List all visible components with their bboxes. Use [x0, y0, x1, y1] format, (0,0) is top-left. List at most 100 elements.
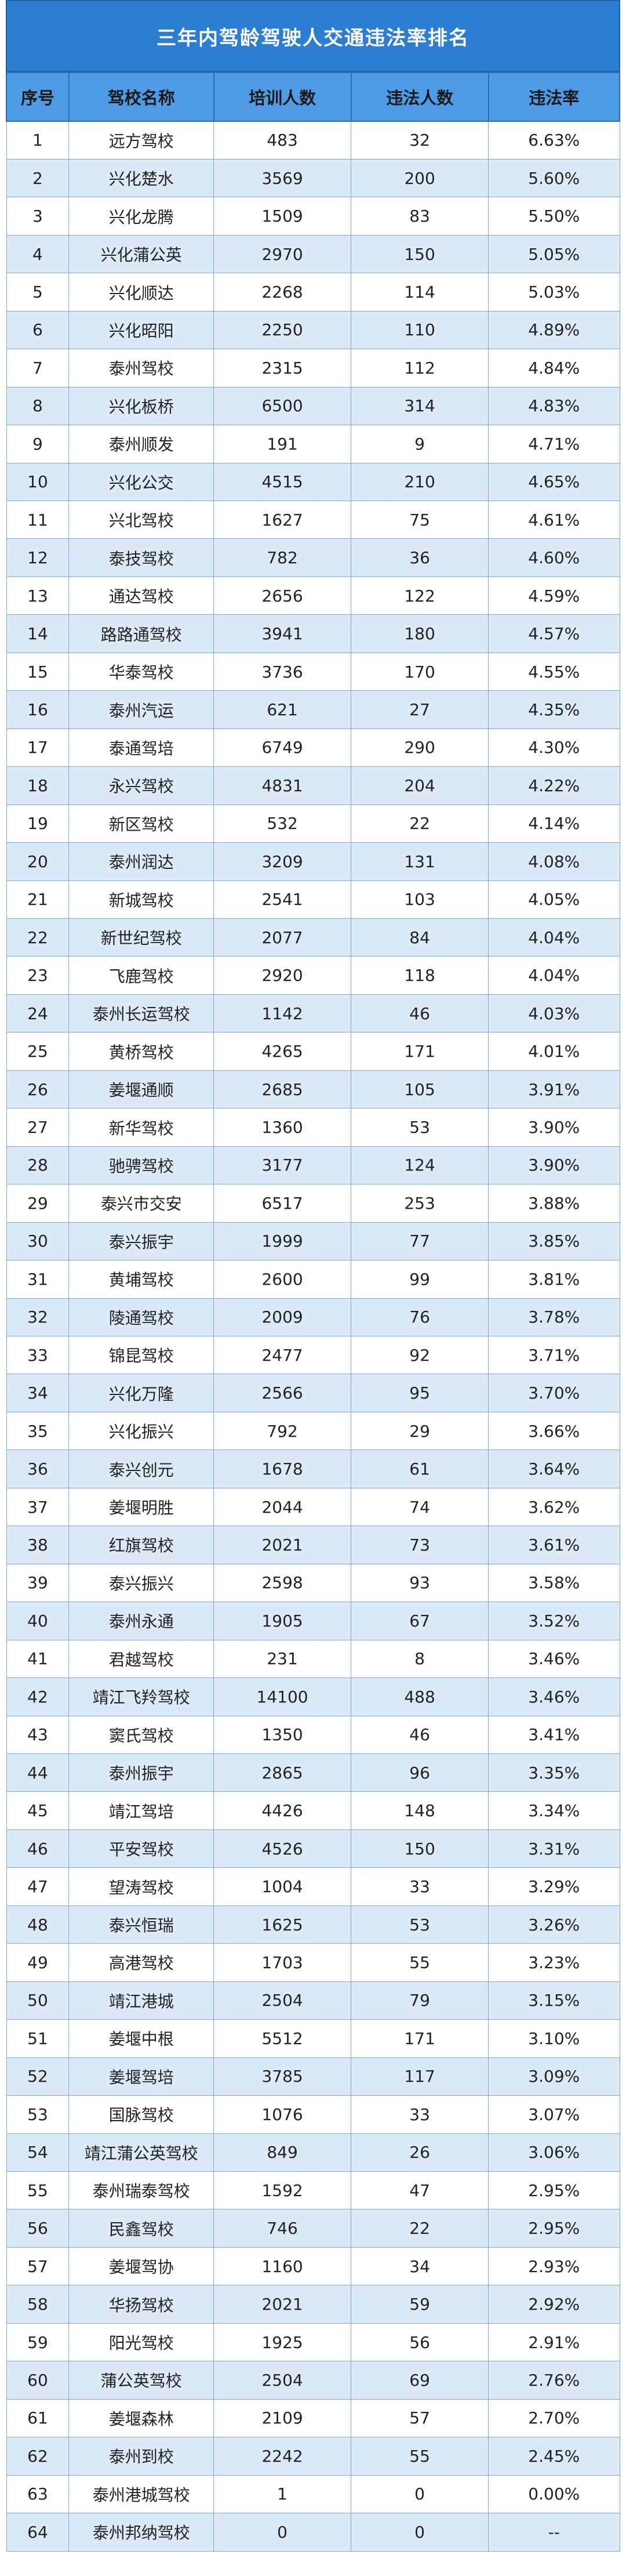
cell-violation-rate: 5.05%: [488, 234, 620, 274]
cell-rank: 61: [6, 2399, 70, 2438]
cell-violators: 53: [351, 1108, 489, 1147]
cell-rank: 21: [6, 880, 70, 919]
cell-violation-rate: 3.35%: [488, 1753, 620, 1792]
table-row: 48 泰兴恒瑞 1625 53 3.26%: [6, 1905, 620, 1944]
cell-violation-rate: 3.34%: [488, 1791, 620, 1830]
cell-rank: 29: [6, 1184, 70, 1223]
cell-violation-rate: 4.55%: [488, 652, 620, 691]
cell-violators: 32: [351, 121, 489, 160]
cell-school-name: 靖江蒲公英驾校: [68, 2133, 214, 2172]
cell-school-name: 民鑫驾校: [68, 2209, 214, 2248]
table-row: 64 泰州邦纳驾校 0 0 --: [6, 2513, 620, 2552]
cell-school-name: 泰州永通: [68, 1602, 214, 1640]
header-rank: 序号: [6, 72, 70, 122]
table-row: 46 平安驾校 4526 150 3.31%: [6, 1829, 620, 1868]
cell-trainees: 1160: [213, 2247, 352, 2286]
cell-violators: 34: [351, 2247, 489, 2286]
cell-school-name: 锦昆驾校: [68, 1335, 214, 1375]
cell-trainees: 2021: [213, 2285, 352, 2324]
table-row: 56 民鑫驾校 746 22 2.95%: [6, 2209, 620, 2248]
cell-violators: 171: [351, 1032, 489, 1071]
cell-rank: 30: [6, 1222, 70, 1261]
cell-trainees: 4526: [213, 1829, 352, 1868]
table-row: 1 远方驾校 483 32 6.63%: [6, 121, 620, 160]
cell-school-name: 阳光驾校: [68, 2323, 214, 2362]
cell-rank: 51: [6, 2019, 70, 2058]
cell-violation-rate: 3.52%: [488, 1602, 620, 1640]
cell-school-name: 泰州长运驾校: [68, 994, 214, 1033]
cell-trainees: 3941: [213, 614, 352, 653]
cell-trainees: 6749: [213, 728, 352, 767]
cell-rank: 3: [6, 197, 70, 236]
cell-rank: 35: [6, 1411, 70, 1451]
cell-violators: 74: [351, 1487, 489, 1527]
table-row: 25 黄桥驾校 4265 171 4.01%: [6, 1032, 620, 1071]
cell-violation-rate: 3.41%: [488, 1715, 620, 1754]
cell-violators: 9: [351, 425, 489, 463]
cell-violation-rate: 2.76%: [488, 2361, 620, 2400]
cell-rank: 52: [6, 2057, 70, 2096]
cell-school-name: 泰兴市交安: [68, 1184, 214, 1223]
cell-violators: 84: [351, 918, 489, 957]
cell-trainees: 1703: [213, 1943, 352, 1982]
table-row: 24 泰州长运驾校 1142 46 4.03%: [6, 994, 620, 1033]
cell-rank: 16: [6, 690, 70, 729]
table-row: 39 泰兴振兴 2598 93 3.58%: [6, 1563, 620, 1603]
cell-rank: 27: [6, 1108, 70, 1147]
table-row: 12 泰技驾校 782 36 4.60%: [6, 538, 620, 577]
cell-violators: 93: [351, 1563, 489, 1603]
cell-violators: 55: [351, 2437, 489, 2476]
cell-violators: 150: [351, 1829, 489, 1868]
table-row: 10 兴化公交 4515 210 4.65%: [6, 462, 620, 502]
cell-rank: 25: [6, 1032, 70, 1071]
cell-violation-rate: 2.92%: [488, 2285, 620, 2324]
table-row: 20 泰州润达 3209 131 4.08%: [6, 842, 620, 881]
cell-violation-rate: 4.59%: [488, 576, 620, 615]
cell-trainees: 746: [213, 2209, 352, 2248]
cell-violation-rate: 4.01%: [488, 1032, 620, 1071]
cell-trainees: 3177: [213, 1146, 352, 1185]
cell-school-name: 兴化公交: [68, 462, 214, 502]
cell-violation-rate: 2.45%: [488, 2437, 620, 2476]
cell-rank: 43: [6, 1715, 70, 1754]
cell-school-name: 靖江飞羚驾校: [68, 1678, 214, 1716]
cell-violation-rate: 3.78%: [488, 1298, 620, 1337]
cell-violators: 61: [351, 1450, 489, 1488]
cell-trainees: 1360: [213, 1108, 352, 1147]
table-row: 54 靖江蒲公英驾校 849 26 3.06%: [6, 2133, 620, 2172]
cell-trainees: 2242: [213, 2437, 352, 2476]
table-row: 19 新区驾校 532 22 4.14%: [6, 804, 620, 843]
cell-school-name: 泰技驾校: [68, 538, 214, 577]
table-row: 29 泰兴市交安 6517 253 3.88%: [6, 1184, 620, 1223]
cell-violation-rate: 3.66%: [488, 1411, 620, 1451]
cell-trainees: 2477: [213, 1335, 352, 1375]
cell-rank: 50: [6, 1981, 70, 2020]
cell-school-name: 高港驾校: [68, 1943, 214, 1982]
cell-trainees: 2970: [213, 234, 352, 274]
cell-rank: 45: [6, 1791, 70, 1830]
cell-violators: 83: [351, 197, 489, 236]
cell-violators: 96: [351, 1753, 489, 1792]
cell-trainees: 2504: [213, 1981, 352, 2020]
cell-violation-rate: 5.50%: [488, 197, 620, 236]
cell-school-name: 靖江驾培: [68, 1791, 214, 1830]
cell-violators: 0: [351, 2513, 489, 2552]
cell-rank: 20: [6, 842, 70, 881]
cell-school-name: 国脉驾校: [68, 2095, 214, 2134]
cell-trainees: 2009: [213, 1298, 352, 1337]
cell-school-name: 蒲公英驾校: [68, 2361, 214, 2400]
table-row: 38 红旗驾校 2021 73 3.61%: [6, 1526, 620, 1564]
cell-rank: 40: [6, 1602, 70, 1640]
table-row: 45 靖江驾培 4426 148 3.34%: [6, 1791, 620, 1830]
cell-violation-rate: 3.85%: [488, 1222, 620, 1261]
cell-violators: 99: [351, 1260, 489, 1299]
cell-violation-rate: 3.61%: [488, 1526, 620, 1564]
cell-violators: 170: [351, 652, 489, 691]
cell-violation-rate: 3.46%: [488, 1639, 620, 1679]
cell-violators: 26: [351, 2133, 489, 2172]
cell-rank: 54: [6, 2133, 70, 2172]
cell-school-name: 姜堰森林: [68, 2399, 214, 2438]
cell-violation-rate: 4.61%: [488, 501, 620, 539]
cell-violators: 76: [351, 1298, 489, 1337]
table-row: 18 永兴驾校 4831 204 4.22%: [6, 766, 620, 805]
